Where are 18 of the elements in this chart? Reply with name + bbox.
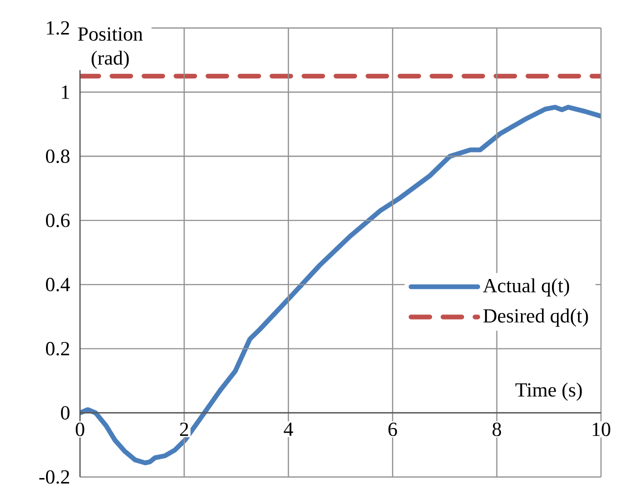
x-tick-label: 8 xyxy=(492,422,502,436)
x-tick-label: 0 xyxy=(76,422,84,436)
x-tick-label: 10 xyxy=(592,422,610,436)
legend-label: Actual q(t) xyxy=(482,278,570,296)
y-axis-title: Position (rad) xyxy=(78,27,143,69)
x-axis-title: Time (s) xyxy=(515,382,582,401)
y-tick-label: 1.2 xyxy=(46,21,70,35)
legend-label: Desired qd(t) xyxy=(483,308,588,327)
y-tick-label: 0.6 xyxy=(46,214,70,228)
y-tick-label: 0.4 xyxy=(46,278,70,292)
y-tick-label: 0 xyxy=(60,406,70,420)
x-tick-label: 2 xyxy=(180,422,188,436)
y-tick-label: 1 xyxy=(62,86,70,99)
x-tick-label: 6 xyxy=(388,422,398,436)
x-tick-label: 4 xyxy=(284,422,294,436)
y-tick-label: -0.2 xyxy=(39,470,70,484)
y-tick-label: 0.8 xyxy=(46,149,70,164)
y-tick-label: 0.2 xyxy=(46,342,70,356)
